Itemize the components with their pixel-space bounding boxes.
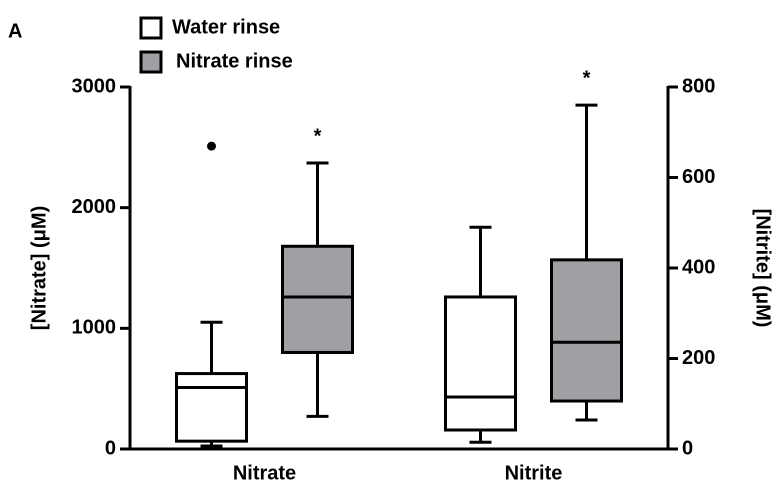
legend-label: Water rinse: [172, 16, 280, 38]
y-tick-label: 1000: [72, 317, 117, 339]
panel-label: A: [8, 20, 22, 42]
y-tick-label: 2000: [72, 196, 117, 218]
y-axis-label: [Nitrate] (μM): [28, 206, 50, 330]
legend-swatch: [139, 16, 163, 40]
box: [550, 258, 623, 403]
y2-tick-label: 600: [682, 166, 715, 188]
y2-tick-label: 400: [682, 256, 715, 278]
x-tick-label: Nitrate: [233, 462, 296, 484]
y-tick-label: 3000: [72, 75, 117, 97]
annotation: *: [314, 125, 322, 147]
y-tick-label: 0: [105, 437, 116, 459]
x-tick-label: Nitrite: [505, 462, 563, 484]
y2-tick-label: 800: [682, 75, 715, 97]
annotation: *: [583, 67, 591, 89]
y2-tick-label: 200: [682, 347, 715, 369]
legend-label: Nitrate rinse: [176, 50, 293, 72]
y2-tick-label: 0: [682, 437, 693, 459]
box: [175, 372, 248, 443]
box: [444, 295, 517, 432]
y2-axis-label: [Nitrite] (μM): [752, 209, 774, 328]
box: [281, 244, 354, 354]
legend-swatch: [139, 50, 163, 74]
outlier: [207, 141, 216, 151]
